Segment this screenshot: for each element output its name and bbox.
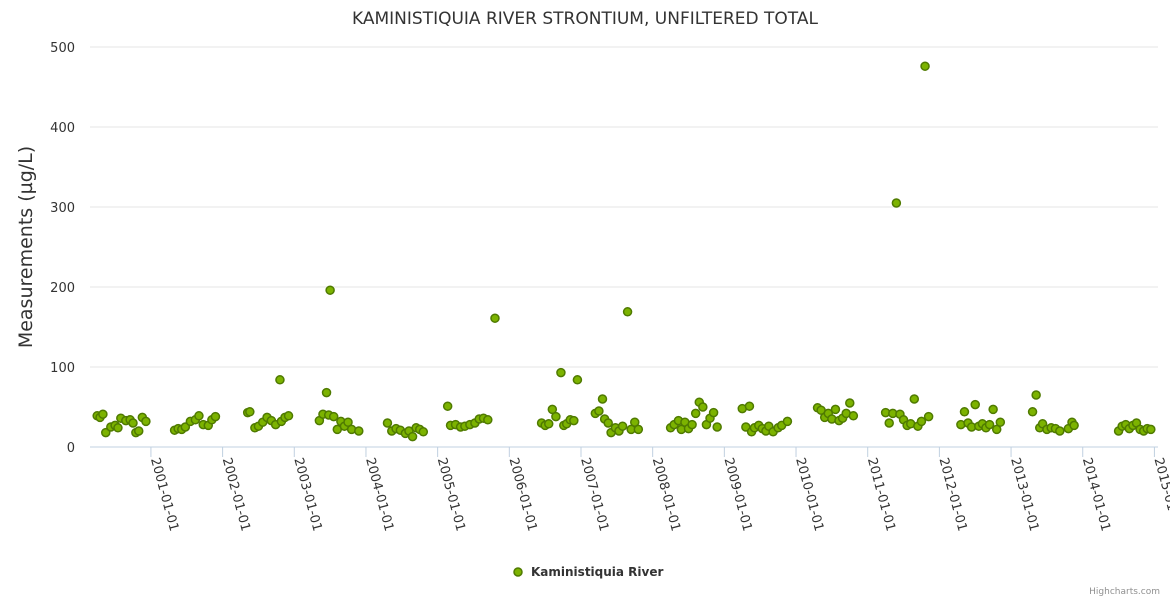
data-point[interactable] xyxy=(708,407,719,418)
legend-label: Kaministiquia River xyxy=(531,565,663,579)
data-point[interactable] xyxy=(782,416,793,427)
data-point[interactable] xyxy=(194,411,204,421)
data-point[interactable] xyxy=(690,408,701,419)
y-tick-label: 300 xyxy=(50,201,75,216)
data-point[interactable] xyxy=(354,426,364,436)
data-point[interactable] xyxy=(909,394,920,404)
data-point[interactable] xyxy=(556,367,566,378)
data-point[interactable] xyxy=(923,411,934,422)
data-point[interactable] xyxy=(633,424,644,435)
y-axis-ticks: 0 100 200 300 400 500 xyxy=(50,41,75,456)
data-point[interactable] xyxy=(597,394,608,404)
data-point[interactable] xyxy=(141,416,151,427)
data-point[interactable] xyxy=(916,416,927,427)
data-point[interactable] xyxy=(970,399,980,410)
data-point[interactable] xyxy=(920,61,930,71)
data-point[interactable] xyxy=(991,424,1002,435)
data-point[interactable] xyxy=(617,421,628,431)
data-point[interactable] xyxy=(984,419,995,430)
data-point[interactable] xyxy=(884,418,894,428)
data-point[interactable] xyxy=(210,411,221,422)
data-point[interactable] xyxy=(325,285,335,295)
data-point[interactable] xyxy=(712,422,722,432)
data-point[interactable] xyxy=(1069,420,1079,431)
data-point[interactable] xyxy=(283,411,294,421)
grid-lines xyxy=(90,46,1158,368)
data-point[interactable] xyxy=(988,404,998,415)
data-point[interactable] xyxy=(275,375,285,385)
y-tick-label: 200 xyxy=(50,281,75,296)
y-axis-label: Measurements (µg/L) xyxy=(15,146,37,348)
data-point[interactable] xyxy=(687,419,697,430)
data-point[interactable] xyxy=(490,313,500,323)
data-point[interactable] xyxy=(630,417,640,427)
chart-title: KAMINISTIQUIA RIVER STRONTIUM, UNFILTERE… xyxy=(352,9,818,29)
data-point[interactable] xyxy=(407,431,418,442)
data-point[interactable] xyxy=(744,401,755,411)
data-point[interactable] xyxy=(442,401,453,411)
data-point[interactable] xyxy=(622,307,633,317)
data-point[interactable] xyxy=(547,404,558,415)
data-point[interactable] xyxy=(848,411,859,421)
data-point[interactable] xyxy=(418,427,429,437)
data-point[interactable] xyxy=(382,418,393,428)
data-point[interactable] xyxy=(594,406,604,416)
legend-marker-icon xyxy=(513,567,523,577)
data-point[interactable] xyxy=(343,417,353,427)
data-point[interactable] xyxy=(128,418,138,428)
data-point[interactable] xyxy=(245,407,255,417)
data-point[interactable] xyxy=(572,375,583,385)
y-tick-label: 0 xyxy=(67,441,75,456)
data-point[interactable] xyxy=(845,398,855,408)
data-points xyxy=(92,61,1156,442)
data-point[interactable] xyxy=(551,411,561,422)
data-point[interactable] xyxy=(830,404,841,415)
credits-link[interactable]: Highcharts.com xyxy=(1089,587,1160,597)
data-point[interactable] xyxy=(569,415,579,426)
data-point[interactable] xyxy=(603,418,613,428)
data-point[interactable] xyxy=(133,426,144,436)
data-point[interactable] xyxy=(1031,390,1041,400)
y-tick-label: 100 xyxy=(50,361,75,376)
data-point[interactable] xyxy=(321,387,332,398)
data-point[interactable] xyxy=(1027,407,1038,417)
data-point[interactable] xyxy=(698,402,708,412)
data-point[interactable] xyxy=(543,419,554,429)
data-point[interactable] xyxy=(483,415,493,425)
data-point[interactable] xyxy=(995,417,1006,427)
data-point[interactable] xyxy=(1146,424,1156,435)
y-tick-label: 500 xyxy=(50,41,75,56)
data-point[interactable] xyxy=(959,407,970,417)
data-point[interactable] xyxy=(891,198,902,208)
legend[interactable]: Kaministiquia River xyxy=(513,565,663,579)
data-point[interactable] xyxy=(1055,426,1065,436)
data-point[interactable] xyxy=(98,409,108,419)
y-tick-label: 400 xyxy=(50,121,75,136)
data-point[interactable] xyxy=(113,423,123,433)
data-point[interactable] xyxy=(328,411,339,422)
